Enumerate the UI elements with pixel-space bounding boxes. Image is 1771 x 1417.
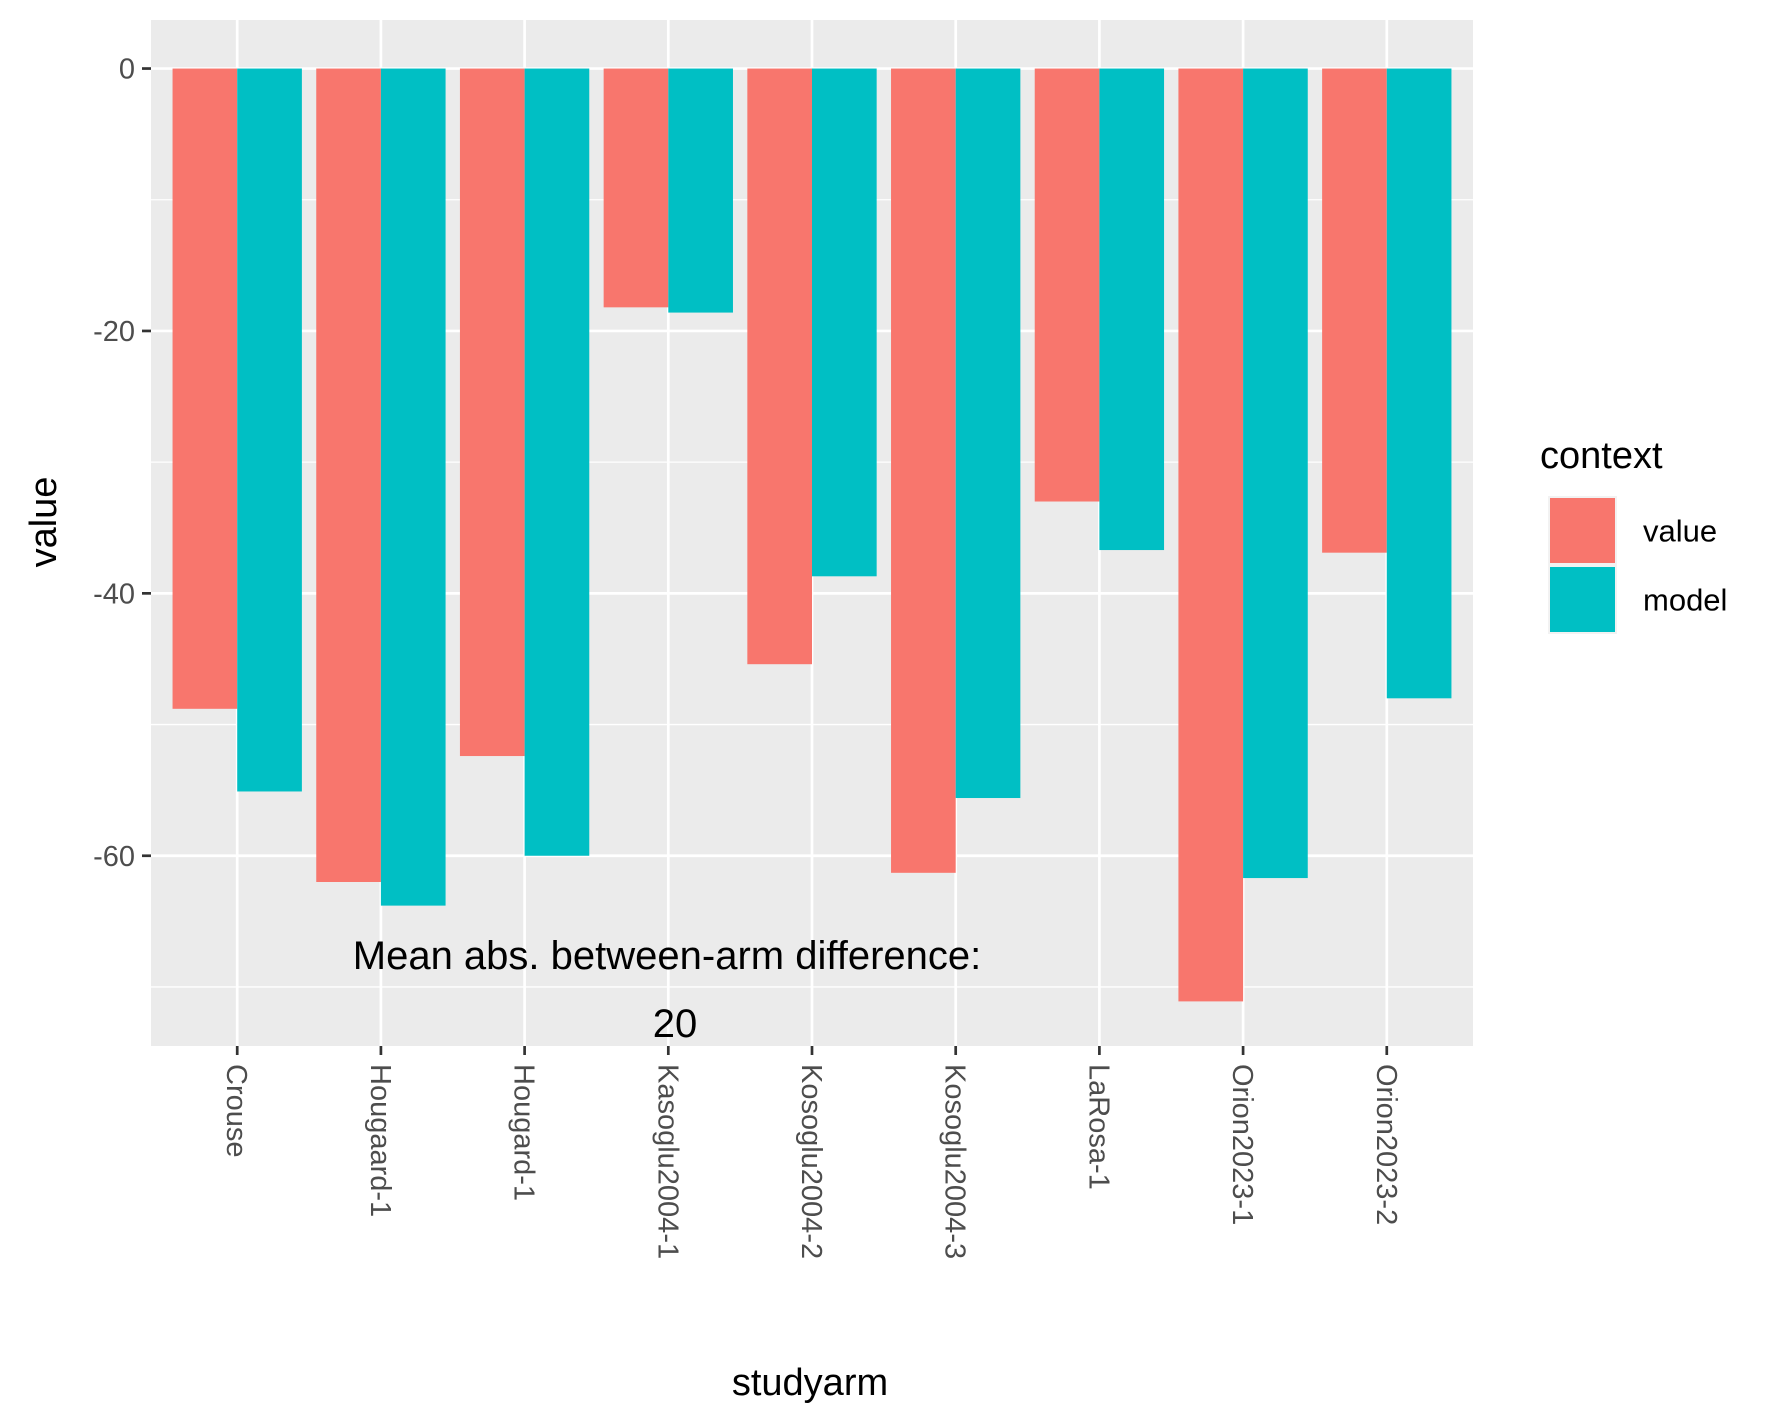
bar-value-Orion2023-2 xyxy=(1322,68,1387,553)
bar-model-Kasoglu2004-1 xyxy=(668,68,733,313)
annotation-line-1: Mean abs. between-arm difference: xyxy=(353,934,982,978)
bar-value-Kosoglu2004-2 xyxy=(747,68,812,665)
x-tick-label: LaRosa-1 xyxy=(1082,1064,1114,1190)
x-tick-label: Hougard-1 xyxy=(508,1064,540,1201)
legend-title: context xyxy=(1540,435,1663,477)
legend: context value model xyxy=(1540,435,1727,634)
bar-model-LaRosa-1 xyxy=(1099,68,1165,551)
x-tick-label: Kasoglu2004-1 xyxy=(651,1064,683,1259)
y-axis: 0 -20 -40 -60 xyxy=(93,54,151,873)
bar-model-Orion2023-2 xyxy=(1386,68,1452,699)
legend-label-model: model xyxy=(1643,583,1727,618)
x-tick-label: Hougaard-1 xyxy=(364,1064,396,1217)
x-axis: Crouse Hougaard-1 Hougard-1 Kasoglu2004-1 Ko… xyxy=(220,1046,1402,1259)
x-tick-label: Orion2023-2 xyxy=(1370,1064,1402,1225)
legend-label-value: value xyxy=(1643,514,1717,549)
bar-model-Hougard-1 xyxy=(524,68,590,856)
bar-value-Hougaard-1 xyxy=(316,68,381,882)
y-axis-title: value xyxy=(23,477,65,568)
bar-model-Kosoglu2004-2 xyxy=(812,68,877,577)
bar-model-Orion2023-1 xyxy=(1243,68,1308,879)
bar-model-Kosoglu2004-3 xyxy=(955,68,1021,799)
bar-value-LaRosa-1 xyxy=(1034,68,1100,502)
legend-key-value xyxy=(1550,498,1615,563)
bar-value-Orion2023-1 xyxy=(1178,68,1244,1002)
annotation-line-2: 20 xyxy=(653,1002,698,1046)
legend-items: value model xyxy=(1548,496,1727,634)
bars xyxy=(172,68,1452,1002)
x-tick-label: Kosoglu2004-3 xyxy=(939,1064,971,1259)
bar-model-Hougaard-1 xyxy=(380,68,446,906)
bar-model-Crouse xyxy=(237,68,302,792)
y-tick-label: 0 xyxy=(119,54,135,86)
y-tick-label: -60 xyxy=(93,841,135,873)
y-tick-label: -40 xyxy=(93,578,135,610)
x-tick-label: Crouse xyxy=(220,1064,252,1158)
y-tick-label: -20 xyxy=(93,316,135,348)
x-axis-title: studyarm xyxy=(732,1362,888,1404)
bar-value-Kosoglu2004-3 xyxy=(891,68,956,873)
bar-value-Hougard-1 xyxy=(459,68,525,757)
bar-value-Crouse xyxy=(172,68,238,709)
x-tick-label: Kosoglu2004-2 xyxy=(795,1064,827,1259)
legend-key-model xyxy=(1550,567,1615,632)
bar-value-Kasoglu2004-1 xyxy=(603,68,669,308)
annotation: Mean abs. between-arm difference: 20 xyxy=(353,934,982,1046)
x-tick-label: Orion2023-1 xyxy=(1226,1064,1258,1225)
